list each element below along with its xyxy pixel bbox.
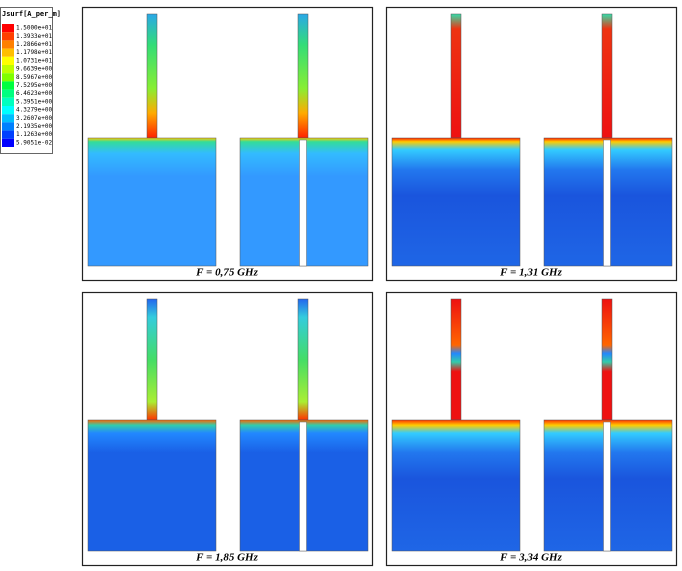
legend-title: Jsurf[A_per_m] [2, 10, 61, 18]
legend-swatch [2, 114, 14, 123]
legend-label: 1.0731e+01 [16, 57, 53, 64]
legend-label: 7.5295e+00 [16, 82, 53, 89]
legend-swatch [2, 65, 14, 74]
strip [146, 13, 158, 139]
legend-label: 1.1798e+01 [16, 49, 53, 56]
legend-swatch [2, 73, 14, 82]
ground-plane [87, 419, 217, 552]
legend-label: 5.3951e+00 [16, 98, 53, 105]
legend-swatch [2, 40, 14, 49]
ground-plane [391, 137, 521, 267]
slot [603, 139, 611, 267]
strip [297, 13, 309, 139]
slot [603, 421, 611, 552]
legend-swatch [2, 89, 14, 98]
strip [450, 298, 462, 421]
strip [450, 13, 462, 139]
legend-swatch [2, 130, 14, 139]
legend-swatch [2, 48, 14, 57]
legend-swatch [2, 106, 14, 115]
legend-label: 1.5000e+01 [16, 25, 53, 32]
panel-caption: F = 1,31 GHz [499, 267, 562, 279]
legend-label: 1.1263e+00 [16, 131, 53, 138]
legend-swatch [2, 122, 14, 131]
ground-plane [87, 137, 217, 267]
legend-swatch [2, 32, 14, 41]
legend-label: 1.3933e+01 [16, 33, 53, 40]
legend-swatch [2, 24, 14, 33]
slot [299, 139, 307, 267]
legend-swatch [2, 138, 14, 147]
legend-label: 1.2866e+01 [16, 41, 53, 48]
legend-label: 2.1935e+00 [16, 123, 53, 130]
legend-label: 6.4623e+00 [16, 90, 53, 97]
slot [299, 421, 307, 552]
legend-swatch [2, 97, 14, 106]
panel-caption: F = 3,34 GHz [499, 552, 562, 564]
panel-caption: F = 1,85 GHz [195, 552, 258, 564]
legend-label: 9.6639e+00 [16, 66, 53, 73]
legend-label: 4.3279e+00 [16, 107, 53, 114]
legend-swatch [2, 81, 14, 90]
legend-swatch [2, 56, 14, 65]
ground-plane [391, 419, 521, 552]
panel-caption: F = 0,75 GHz [195, 267, 258, 279]
legend-label: 5.9051e-02 [16, 139, 53, 146]
legend-label: 3.2607e+00 [16, 115, 53, 122]
strip [297, 298, 309, 421]
legend-label: 8.5967e+00 [16, 74, 53, 81]
strip [601, 13, 613, 139]
strip [146, 298, 158, 421]
strip [601, 298, 613, 421]
